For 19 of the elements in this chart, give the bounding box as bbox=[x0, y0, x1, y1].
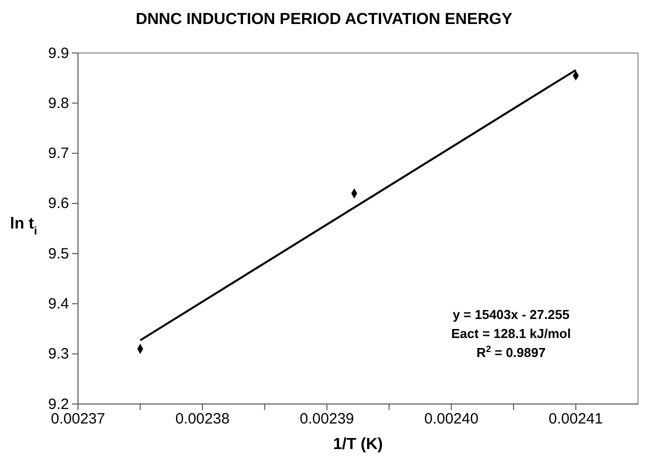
x-tick-label: 0.00240 bbox=[424, 410, 478, 428]
y-tick-label: 9.2 bbox=[48, 396, 69, 413]
y-tick-label: 9.9 bbox=[48, 44, 69, 62]
y-tick-label: 9.5 bbox=[48, 245, 69, 262]
x-tick-label: 0.00237 bbox=[50, 410, 106, 428]
chart-title: DNNC INDUCTION PERIOD ACTIVATION ENERGY bbox=[136, 11, 513, 28]
annotation: R$^{2}$ = 0.9897 bbox=[476, 344, 546, 360]
x-axis-title: 1/T (K) bbox=[333, 436, 383, 453]
y-tick-label: 9.7 bbox=[48, 145, 69, 162]
y-axis-title: ln t$_{i}$ bbox=[10, 216, 38, 238]
y-tick-label: 9.6 bbox=[48, 195, 69, 212]
x-tick-label: 0.00239 bbox=[300, 410, 354, 428]
x-tick-label: 0.00241 bbox=[548, 410, 603, 428]
y-tick-label: 9.4 bbox=[48, 296, 69, 313]
x-tick-label: 0.00238 bbox=[175, 410, 230, 428]
y-tick-label: 9.3 bbox=[48, 346, 69, 363]
y-tick-label: 9.8 bbox=[48, 94, 69, 112]
annotation: y = 15403x - 27.255 bbox=[452, 306, 570, 322]
annotation: Eact = 128.1 kJ/mol bbox=[451, 326, 571, 341]
